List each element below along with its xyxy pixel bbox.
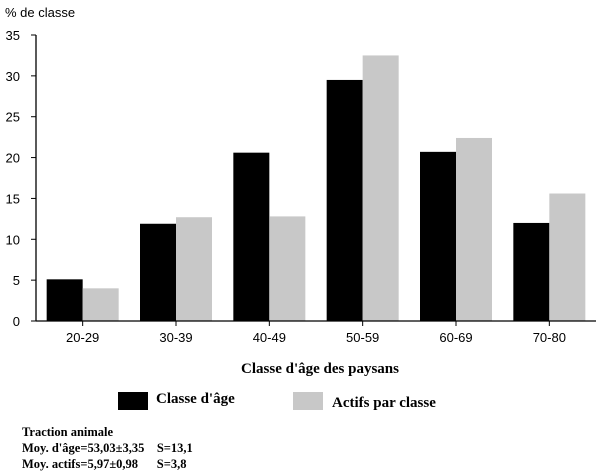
bar-actifs-60-69: [456, 137, 492, 321]
notes-line-actifs: Moy. actifs=5,97±0,98 S=3,8: [22, 457, 187, 471]
y-tick-label: 35: [6, 28, 20, 43]
bar-actifs-50-59: [362, 55, 399, 322]
y-tick-label: 25: [6, 110, 20, 125]
x-tick-label: 50-59: [346, 330, 379, 345]
legend: Classe d'âge Actifs par classe: [118, 391, 436, 411]
x-tick-label: 60-69: [439, 330, 472, 345]
x-tick-label: 20-29: [66, 330, 99, 345]
x-tick-label: 40-49: [253, 330, 286, 345]
legend-swatch-actifs: [293, 392, 323, 410]
y-tick-label: 15: [6, 191, 20, 206]
legend-label-actifs: Actifs par classe: [332, 395, 436, 411]
bar-actifs-30-39: [176, 217, 212, 321]
notes-line-age: Moy. d'âge=53,03±3,35 S=13,1: [22, 441, 193, 455]
y-axis-ticks: 0 5 10 15 20 25 30 35: [6, 28, 36, 329]
bar-classe-age-50-59: [326, 79, 363, 321]
bar-classe-age-70-80: [513, 222, 550, 321]
legend-label-classe-age: Classe d'âge: [156, 391, 235, 407]
y-tick-label: 30: [6, 69, 20, 84]
bars: [46, 55, 586, 322]
x-axis-title: Classe d'âge des paysans: [241, 361, 399, 377]
bar-classe-age-40-49: [233, 152, 270, 321]
legend-swatch-classe-age: [118, 392, 148, 410]
notes-title: Traction animale: [22, 425, 114, 439]
y-tick-label: 20: [6, 151, 20, 166]
y-tick-label: 0: [13, 314, 20, 329]
bar-actifs-70-80: [549, 193, 586, 321]
bar-classe-age-60-69: [420, 151, 456, 321]
bar-actifs-40-49: [269, 216, 306, 321]
y-tick-label: 5: [13, 273, 20, 288]
x-tick-label: 70-80: [533, 330, 566, 345]
y-axis-title: % de classe: [5, 5, 75, 20]
x-tick-label: 30-39: [159, 330, 192, 345]
bar-classe-age-20-29: [46, 279, 83, 321]
bar-actifs-20-29: [82, 288, 119, 321]
notes: Traction animale Moy. d'âge=53,03±3,35 S…: [22, 425, 193, 471]
x-axis-ticks: 20-29 30-39 40-49 50-59 60-69 70-80: [66, 321, 566, 345]
bar-classe-age-30-39: [140, 223, 176, 321]
y-tick-label: 10: [6, 232, 20, 247]
